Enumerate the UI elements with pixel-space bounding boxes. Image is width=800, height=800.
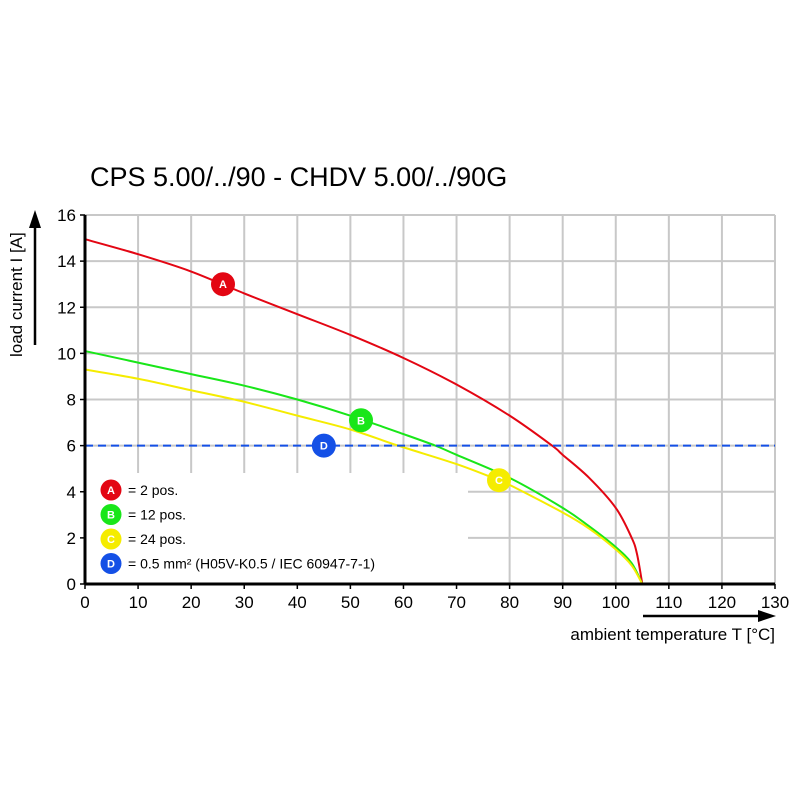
y-axis-label: load current I [A] <box>7 232 26 357</box>
marker-c <box>487 468 511 493</box>
x-axis-arrow-icon <box>758 610 776 622</box>
legend-marker-c <box>100 528 122 550</box>
x-tick-label: 20 <box>182 593 201 612</box>
x-tick-label: 50 <box>341 593 360 612</box>
y-tick-label: 6 <box>67 437 76 456</box>
marker-label: D <box>320 441 328 453</box>
tick-labels: 0 10 20 30 40 50 60 70 80 90 100 110 120 130 0 2 4 6 8 10 12… <box>57 206 789 612</box>
y-tick-label: 10 <box>57 344 76 363</box>
x-tick-label: 90 <box>553 593 572 612</box>
y-tick-label: 4 <box>67 483 76 502</box>
y-tick-label: 2 <box>67 529 76 548</box>
legend-entry: = 0.5 mm² (H05V-K0.5 / IEC 60947-7-1) <box>128 556 375 572</box>
marker-d <box>311 433 336 458</box>
x-tick-label: 70 <box>447 593 466 612</box>
y-tick-label: 0 <box>67 575 76 594</box>
x-tick-label: 10 <box>129 593 148 612</box>
legend: A = 2 pos. B = 12 pos. C = 24 pos. D = 0.5 mm² … <box>100 479 375 574</box>
legend-marker-b <box>100 504 122 525</box>
curve-markers: A B C D <box>211 272 511 493</box>
chart-title: CPS 5.00/../90 - CHDV 5.00/../90G <box>90 162 507 192</box>
marker-label: B <box>357 415 365 427</box>
legend-entry: = 2 pos. <box>128 482 178 498</box>
x-tick-label: 120 <box>708 593 736 612</box>
legend-marker-label: B <box>107 510 115 522</box>
x-tick-label: 110 <box>655 593 682 612</box>
y-tick-label: 12 <box>57 298 76 317</box>
y-tick-label: 8 <box>67 391 76 410</box>
marker-a <box>211 272 235 297</box>
x-tick-label: 80 <box>500 593 519 612</box>
marker-label: A <box>219 279 227 291</box>
y-axis-arrow-icon <box>29 210 41 228</box>
legend-marker-label: C <box>107 534 115 546</box>
axes <box>29 210 776 622</box>
legend-entry: = 12 pos. <box>128 507 186 523</box>
marker-label: C <box>495 475 503 487</box>
x-axis-label: ambient temperature T [°C] <box>570 625 775 644</box>
x-tick-label: 40 <box>288 593 307 612</box>
x-tick-label: 0 <box>80 593 89 612</box>
curve-c <box>84 368 644 585</box>
x-tick-label: 100 <box>602 593 630 612</box>
curve-b <box>84 350 644 585</box>
legend-marker-label: A <box>107 485 115 497</box>
legend-background <box>86 473 468 583</box>
x-tick-label: 60 <box>394 593 413 612</box>
legend-marker-label: D <box>107 559 115 571</box>
legend-entry: = 24 pos. <box>128 531 186 547</box>
legend-marker-d <box>100 553 122 574</box>
y-tick-label: 14 <box>57 252 76 271</box>
legend-marker-a <box>100 479 122 501</box>
y-tick-label: 16 <box>57 206 76 225</box>
x-tick-label: 130 <box>761 593 789 612</box>
x-tick-label: 30 <box>235 593 254 612</box>
marker-b <box>349 408 373 433</box>
